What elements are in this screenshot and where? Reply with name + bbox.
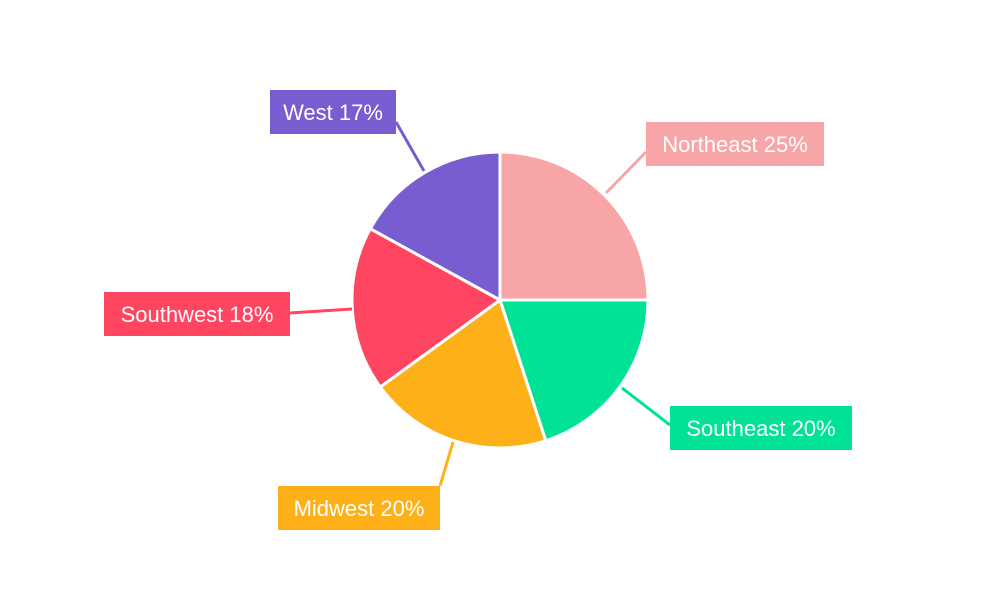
pie-slice-northeast[interactable]	[498, 150, 650, 302]
data-label-west: West 17%	[283, 100, 383, 125]
leader-line-midwest	[438, 441, 455, 487]
label-box-southeast	[670, 406, 852, 450]
pie-slice-west[interactable]	[368, 150, 502, 303]
label-box-southwest	[104, 292, 290, 336]
data-label-midwest: Midwest 20%	[294, 496, 425, 521]
leader-line-northeast	[604, 150, 648, 195]
label-box-west	[270, 90, 396, 134]
leader-line-southeast	[621, 386, 671, 427]
leader-line-southwest	[289, 307, 353, 315]
data-label-southwest: Southwest 18%	[121, 302, 274, 327]
data-label-northeast: Northeast 25%	[662, 132, 808, 157]
pie-slice-midwest[interactable]	[378, 297, 548, 450]
label-box-northeast	[646, 122, 824, 166]
data-label-southeast: Southeast 20%	[686, 416, 835, 441]
slices	[350, 150, 650, 450]
pie-slice-southwest[interactable]	[350, 226, 503, 390]
pie-slice-southeast[interactable]	[497, 298, 650, 443]
leader-line-west	[394, 121, 426, 172]
label-box-midwest	[278, 486, 440, 530]
